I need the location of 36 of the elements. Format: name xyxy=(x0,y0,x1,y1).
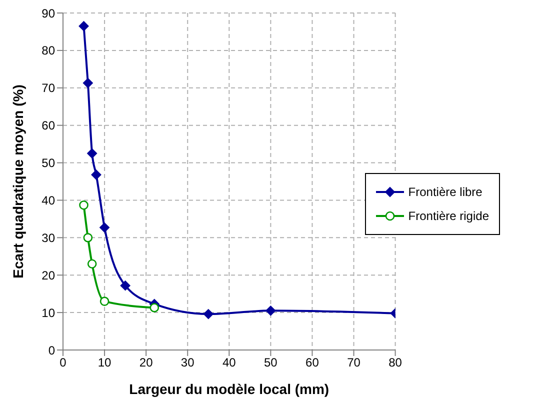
x-tick-label: 40 xyxy=(222,356,236,370)
point xyxy=(78,21,89,32)
y-tick-label: 50 xyxy=(42,156,56,170)
y-axis-title: Ecart quadratique moyen (%) xyxy=(10,84,26,278)
legend-label: Frontière rigide xyxy=(408,208,489,222)
y-tick-label: 20 xyxy=(42,268,56,282)
point xyxy=(79,200,88,210)
x-tick-label: 10 xyxy=(98,356,112,370)
legend-label: Frontière libre xyxy=(408,184,482,198)
point xyxy=(91,170,102,180)
point xyxy=(203,309,214,320)
x-tick-label: 70 xyxy=(347,356,361,370)
point xyxy=(100,296,110,306)
y-tick-label: 70 xyxy=(42,81,56,96)
y-tick-label: 40 xyxy=(42,193,56,208)
y-tick-label: 60 xyxy=(42,118,56,133)
x-tick-label: 60 xyxy=(306,356,320,370)
x-tick-label: 20 xyxy=(139,356,154,370)
y-tick-label: 0 xyxy=(48,343,56,358)
y-tick-label: 30 xyxy=(42,230,56,245)
x-tick-label: 80 xyxy=(388,356,402,370)
point xyxy=(87,148,98,158)
point xyxy=(87,259,97,269)
point xyxy=(120,280,130,291)
point xyxy=(100,222,110,233)
point xyxy=(266,306,276,316)
point xyxy=(83,233,93,242)
x-tick-label: 30 xyxy=(180,356,195,370)
y-tick-label: 80 xyxy=(42,44,56,58)
point xyxy=(82,78,93,88)
y-tick-label: 10 xyxy=(42,306,56,320)
x-axis-title: Largeur du modèle local (mm) xyxy=(129,381,330,397)
x-tick-label: 50 xyxy=(264,356,278,370)
y-tick-label: 90 xyxy=(42,6,56,20)
point xyxy=(150,303,160,312)
x-tick-label: 0 xyxy=(60,356,67,370)
